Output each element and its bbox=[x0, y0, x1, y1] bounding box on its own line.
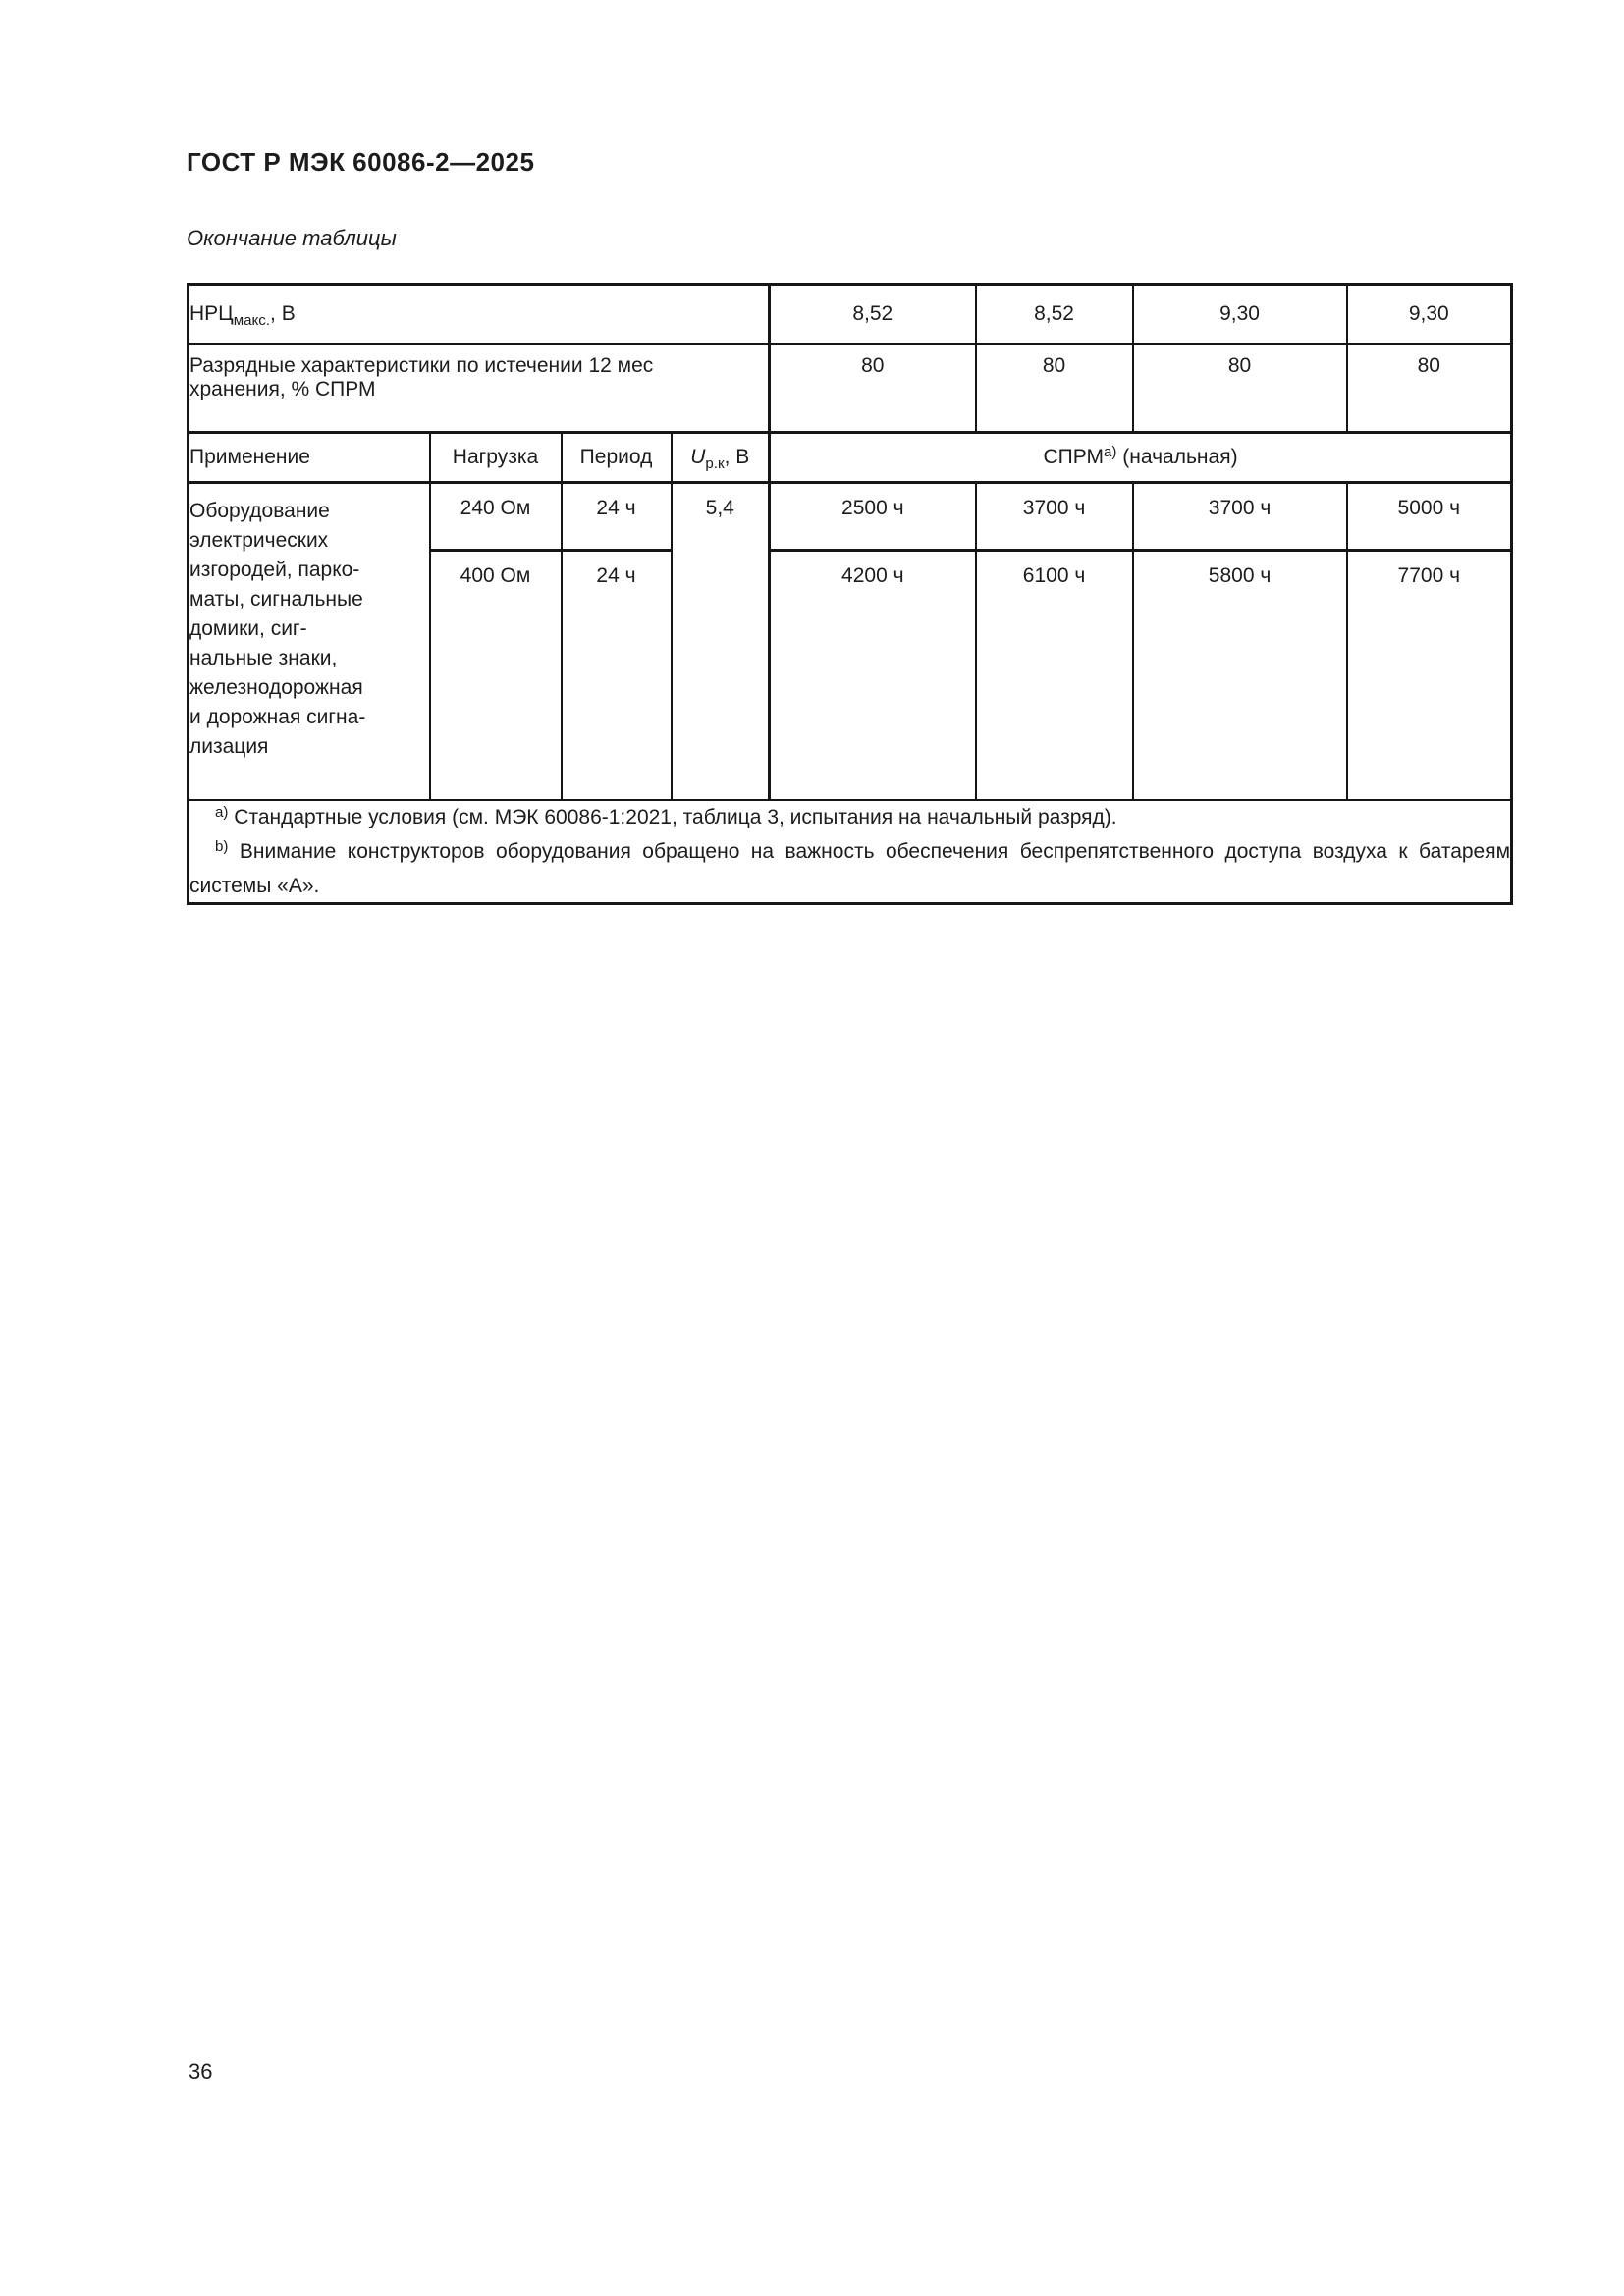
period-240: 24 ч bbox=[560, 481, 673, 552]
application-cell: Оборудование электрических изгородей, па… bbox=[187, 481, 431, 801]
footnotes-row: a) Стандартные условия (см. МЭК 60086-1:… bbox=[187, 799, 1513, 905]
load-240: 240 Ом bbox=[428, 481, 563, 552]
discharge-value-1: 80 bbox=[768, 343, 977, 434]
discharge-value-3: 80 bbox=[1131, 343, 1348, 434]
header-period: Период bbox=[560, 431, 673, 484]
nrc-value-1: 8,52 bbox=[768, 283, 977, 345]
footnote-a: a) Стандартные условия (см. МЭК 60086-1:… bbox=[189, 801, 1510, 835]
sprm-qualifier: (начальная) bbox=[1116, 446, 1238, 468]
nrc-value-3: 9,30 bbox=[1131, 283, 1348, 345]
sprm-240-value-1: 2500 ч bbox=[768, 481, 977, 552]
sprm-400-value-1: 4200 ч bbox=[768, 549, 977, 801]
header-load: Нагрузка bbox=[428, 431, 563, 484]
nrc-max-label-cell: НРЦмакс., В bbox=[187, 283, 771, 345]
header-application: Применение bbox=[187, 431, 431, 484]
discharge-value-4: 80 bbox=[1345, 343, 1513, 434]
footnote-b-marker: b) bbox=[215, 838, 229, 856]
column-header-row: Применение Нагрузка Период Uр.к, В СПРМa… bbox=[187, 431, 1513, 484]
header-voltage: Uр.к, В bbox=[670, 431, 771, 484]
period-400: 24 ч bbox=[560, 549, 673, 801]
table-continuation-caption: Окончание таблицы bbox=[187, 226, 397, 250]
footnote-b: b) Внимание конструкторов оборудования о… bbox=[189, 835, 1510, 902]
page-number: 36 bbox=[189, 2059, 213, 2084]
sprm-400-value-2: 6100 ч bbox=[974, 549, 1134, 801]
discharge-value-2: 80 bbox=[974, 343, 1134, 434]
row-discharge-characteristics: Разрядные характеристики по истечении 12… bbox=[187, 343, 1513, 434]
footnote-a-text: Стандартные условия (см. МЭК 60086-1:202… bbox=[234, 806, 1117, 828]
sprm-240-value-4: 5000 ч bbox=[1345, 481, 1513, 552]
nrc-value-4: 9,30 bbox=[1345, 283, 1513, 345]
sprm-400-value-3: 5800 ч bbox=[1131, 549, 1348, 801]
nrc-label-main: НРЦ bbox=[189, 302, 234, 325]
sprm-footnote-marker: a) bbox=[1104, 444, 1117, 461]
data-row-240-ohm: Оборудование электрических изгородей, па… bbox=[187, 481, 1513, 801]
battery-spec-table: НРЦмакс., В 8,52 8,52 9,30 9,30 Разрядны… bbox=[187, 283, 1514, 905]
sprm-label: СПРМ bbox=[1043, 446, 1105, 468]
voltage-unit: , В bbox=[724, 446, 750, 468]
load-400: 400 Ом bbox=[428, 549, 563, 801]
voltage-subscript: р.к bbox=[705, 455, 725, 473]
footnote-b-text: Внимание конструкторов оборудования обра… bbox=[189, 840, 1511, 897]
document-title: ГОСТ Р МЭК 60086-2—2025 bbox=[187, 147, 535, 177]
nrc-value-2: 8,52 bbox=[974, 283, 1134, 345]
data-row-400-ohm: 400 Ом 24 ч 4200 ч 6100 ч 5800 ч 7700 ч bbox=[189, 549, 1513, 801]
nrc-label-subscript: макс. bbox=[233, 312, 271, 330]
footnotes-cell: a) Стандартные условия (см. МЭК 60086-1:… bbox=[187, 799, 1513, 905]
header-sprm: СПРМa) (начальная) bbox=[768, 431, 1513, 484]
row-nrc-max: НРЦмакс., В 8,52 8,52 9,30 9,30 bbox=[187, 283, 1513, 345]
sprm-240-value-2: 3700 ч bbox=[974, 481, 1134, 552]
discharge-label-cell: Разрядные характеристики по истечении 12… bbox=[187, 343, 771, 434]
sprm-240-value-3: 3700 ч bbox=[1131, 481, 1348, 552]
voltage-symbol: U bbox=[690, 446, 706, 468]
nrc-label-unit: , В bbox=[270, 302, 296, 325]
footnote-a-marker: a) bbox=[215, 804, 229, 822]
sprm-400-value-4: 7700 ч bbox=[1345, 549, 1513, 801]
voltage-value: 5,4 bbox=[670, 481, 771, 801]
